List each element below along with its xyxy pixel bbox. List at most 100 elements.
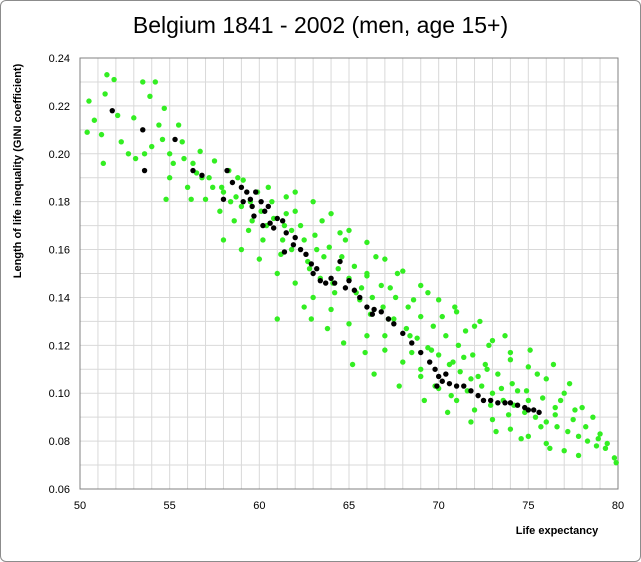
x-tick-label: 65 (343, 500, 355, 512)
scatter-point-green (265, 184, 271, 190)
scatter-point-green (479, 383, 485, 389)
scatter-point-black (351, 287, 358, 293)
scatter-point-black (371, 306, 377, 313)
chart-title: Belgium 1841 - 2002 (men, age 15+) (132, 12, 509, 38)
y-tick-label: 0.16 (49, 245, 70, 257)
scatter-point-green (111, 76, 117, 83)
scatter-point-black (290, 242, 297, 248)
scatter-point-green (358, 285, 365, 291)
scatter-point-black (244, 189, 250, 195)
scatter-point-black (391, 321, 397, 327)
scatter-point-black (317, 277, 324, 284)
scatter-point-green (590, 414, 596, 420)
scatter-point-green (364, 270, 370, 277)
scatter-point-green (292, 208, 298, 214)
scatter-point-green (179, 139, 185, 145)
scatter-point-black (443, 371, 449, 377)
scatter-point-black (434, 383, 440, 389)
scatter-point-green (489, 416, 496, 423)
scatter-point-green (444, 409, 451, 416)
scatter-point-green (584, 438, 591, 444)
scatter-point-green (260, 237, 266, 243)
scatter-point-green (489, 337, 496, 344)
scatter-point-green (538, 424, 544, 430)
scatter-point-green (486, 342, 492, 349)
scatter-point-green (495, 371, 501, 377)
scatter-point-green (235, 175, 241, 181)
scatter-point-green (455, 342, 462, 349)
scatter-point-green (525, 433, 532, 440)
scatter-point-green (190, 160, 196, 167)
scatter-point-green (288, 227, 295, 234)
scatter-point-black (446, 380, 453, 387)
scatter-point-green (502, 333, 508, 339)
scatter-point-green (418, 373, 424, 380)
scatter-point-green (321, 254, 327, 260)
data-points (84, 72, 619, 466)
scatter-point-green (583, 424, 589, 430)
scatter-point-green (84, 129, 90, 135)
scatter-point-black (297, 246, 304, 253)
scatter-point-green (256, 256, 263, 262)
scatter-point-green (220, 237, 227, 243)
scatter-point-green (314, 246, 320, 253)
scatter-point-green (156, 122, 162, 128)
scatter-point-green (159, 136, 166, 143)
scatter-point-green (104, 72, 110, 78)
scatter-point-green (202, 196, 209, 202)
scatter-point-black (265, 203, 271, 210)
scatter-point-green (450, 359, 456, 365)
scatter-point-green (382, 347, 388, 353)
y-tick-label: 0.10 (49, 388, 70, 400)
scatter-point-green (452, 304, 458, 310)
scatter-point-green (231, 218, 237, 224)
scatter-point-green (147, 93, 153, 100)
scatter-point-green (561, 447, 567, 454)
scatter-point-black (220, 196, 227, 202)
scatter-point-green (233, 194, 239, 200)
scatter-point-green (240, 177, 246, 183)
scatter-point-black (253, 189, 259, 195)
scatter-point-green (301, 237, 307, 243)
y-axis-label: Length of life inequality (GINI coeffici… (12, 63, 24, 279)
scatter-point-black (439, 378, 445, 384)
scatter-point-green (602, 445, 609, 451)
scatter-point-green (328, 210, 334, 217)
scatter-point-black (260, 222, 266, 229)
scatter-point-black (322, 280, 329, 286)
scatter-point-black (480, 397, 487, 404)
scatter-point-black (468, 388, 474, 394)
y-tick-label: 0.08 (49, 436, 70, 448)
scatter-point-green (489, 390, 496, 396)
scatter-point-black (435, 373, 442, 380)
scatter-point-green (349, 361, 356, 368)
scatter-point-green (507, 349, 514, 356)
scatter-point-green (400, 268, 406, 274)
scatter-point-green (342, 237, 349, 243)
scatter-point-green (140, 79, 146, 85)
scatter-point-black (531, 407, 537, 413)
scatter-point-green (371, 371, 377, 377)
scatter-point-black (475, 392, 481, 399)
scatter-point-green (471, 323, 478, 329)
x-tick-label: 60 (253, 500, 265, 512)
scatter-point-green (525, 397, 532, 404)
scatter-point-green (565, 428, 571, 435)
x-tick-label: 55 (164, 500, 176, 512)
scatter-point-black (536, 409, 542, 416)
y-tick-label: 0.18 (49, 197, 70, 209)
scatter-point-black (432, 366, 438, 372)
scatter-point-green (382, 256, 388, 262)
scatter-point-green (435, 297, 442, 303)
y-tick-label: 0.22 (49, 101, 70, 113)
scatter-point-green (428, 347, 435, 353)
scatter-point-green (362, 349, 368, 356)
scatter-point-green (525, 364, 532, 370)
scatter-point-green (274, 270, 280, 277)
scatter-point-green (197, 148, 203, 155)
scatter-point-green (312, 232, 318, 238)
scatter-point-green (539, 395, 546, 401)
scatter-point-black (140, 127, 146, 133)
scatter-point-black (364, 304, 370, 310)
scatter-point-black (357, 294, 363, 301)
